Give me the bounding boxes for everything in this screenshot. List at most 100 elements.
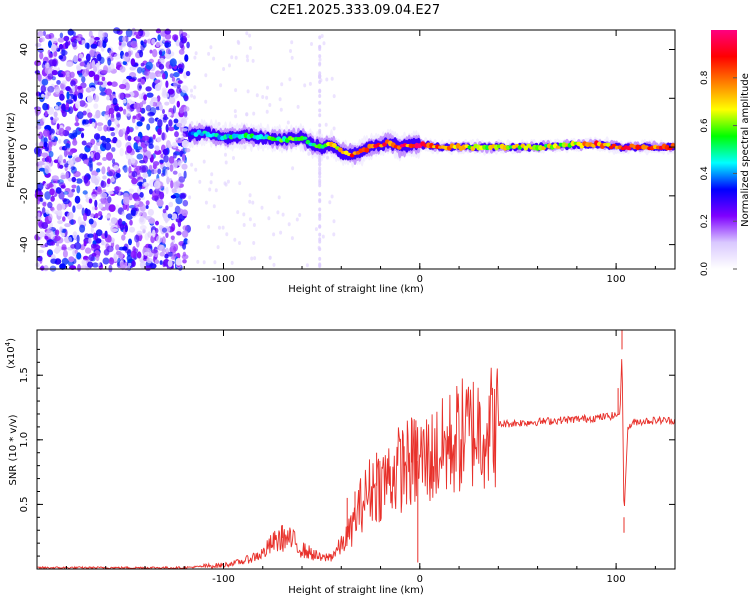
spectrogram-noise-blob	[130, 250, 137, 259]
spectrogram-noise-blob	[182, 131, 189, 138]
spectrogram-noise-blob	[139, 165, 147, 173]
spectrogram-noise-blob	[204, 99, 208, 104]
spectrogram-noise-blob	[108, 204, 116, 213]
spectrogram-noise-blob	[136, 230, 143, 236]
spectrogram-noise-blob	[40, 37, 45, 42]
spectrogram-noise-blob	[142, 135, 150, 141]
spectrogram-noise-blob	[226, 179, 230, 184]
spectrogram-noise-blob	[108, 169, 116, 177]
spectrogram-noise-blob	[59, 93, 65, 101]
spectrogram-noise-blob	[57, 37, 65, 43]
spectrogram-noise-blob	[107, 57, 111, 66]
spectrogram-ridge-cell	[299, 135, 305, 141]
spectrogram-noise-blob	[171, 76, 176, 82]
spectrogram-noise-blob	[100, 135, 106, 141]
spectrogram-noise-blob	[107, 235, 112, 243]
spectrogram-noise-blob	[90, 151, 94, 159]
spectrogram-noise-blob	[123, 93, 131, 98]
spectrogram-noise-blob	[149, 263, 157, 269]
spectrogram-noise-blob	[124, 51, 129, 57]
spectrogram-noise-blob	[163, 154, 169, 163]
spectrogram-ridge-cell	[349, 153, 355, 158]
spectrogram-noise-blob	[130, 157, 136, 164]
spectrogram-noise-blob	[151, 249, 158, 254]
spectrogram-ridge-cell	[605, 142, 611, 147]
spectrogram-noise-blob	[170, 180, 174, 189]
spectrogram-noise-blob	[281, 212, 285, 217]
spectrogram-noise-blob	[183, 170, 187, 179]
spectrogram-noise-blob	[113, 253, 118, 261]
spectrogram-noise-blob	[109, 222, 114, 227]
spectrogram-noise-blob	[87, 112, 93, 118]
colorbar-gradient	[711, 30, 737, 269]
spectrogram-noise-blob	[137, 251, 142, 259]
spectrogram-noise-blob	[126, 75, 133, 80]
spectrogram-noise-blob	[166, 48, 171, 55]
spectrogram-noise-blob	[151, 97, 158, 102]
spectrogram-noise-blob	[41, 207, 46, 215]
spectrogram-noise-blob	[63, 159, 67, 164]
spectrogram-noise-blob	[44, 66, 52, 75]
spectrogram-noise-blob	[287, 222, 291, 227]
spectrogram-noise-blob	[48, 151, 54, 158]
spectrogram-noise-blob	[64, 223, 71, 228]
spectrogram-noise-blob	[176, 100, 180, 108]
spectrogram-noise-blob	[318, 54, 322, 59]
spectrogram-noise-blob	[48, 53, 54, 59]
spectrogram-noise-blob	[61, 257, 69, 265]
spectrogram-noise-blob	[286, 120, 290, 125]
spectrogram-noise-blob	[119, 147, 124, 157]
spectrogram-noise-blob	[65, 171, 69, 180]
spectrogram-noise-blob	[112, 97, 118, 106]
spectrogram-noise-blob	[102, 157, 108, 161]
spectrogram-noise-blob	[168, 119, 173, 127]
spectrogram-noise-blob	[163, 114, 168, 118]
spectrogram-noise-blob	[70, 244, 77, 249]
spectrogram-noise-blob	[154, 227, 159, 234]
spectrogram-noise-blob	[78, 127, 85, 132]
spectrogram-noise-blob	[325, 77, 329, 82]
spectrogram-noise-blob	[115, 250, 122, 256]
spectrogram-noise-blob	[124, 224, 128, 233]
spectrogram-noise-blob	[61, 244, 67, 250]
spectrogram-noise-blob	[318, 35, 322, 40]
spectrogram-noise-blob	[171, 188, 177, 194]
spectrogram-noise-blob	[41, 78, 49, 86]
spectrogram-noise-blob	[155, 187, 160, 196]
spectrogram-noise-blob	[87, 233, 95, 238]
spectrogram-noise-blob	[184, 95, 189, 101]
spectrogram-noise-blob	[136, 67, 143, 74]
spectrogram-noise-blob	[181, 163, 188, 170]
spectrogram-noise-blob	[80, 40, 87, 45]
spectrogram-noise-blob	[318, 214, 322, 219]
spectrogram-noise-blob	[209, 45, 213, 50]
spectrogram-noise-blob	[63, 35, 70, 42]
spectrogram-noise-blob	[47, 201, 53, 209]
snr-frame	[36, 329, 676, 570]
spectrogram-noise-blob	[290, 236, 294, 241]
spectrogram-noise-blob	[148, 217, 156, 225]
spectrogram-noise-blob	[50, 133, 55, 141]
spectrogram-noise-blob	[332, 219, 336, 224]
spectrogram-noise-blob	[177, 68, 184, 73]
spectrogram-noise-blob	[78, 53, 84, 59]
spectrogram-noise-blob	[238, 181, 242, 186]
spectrogram-noise-blob	[318, 171, 322, 176]
spectrogram-noise-blob	[332, 94, 336, 99]
spectrogram-noise-blob	[154, 79, 158, 84]
spectrogram-noise-blob	[127, 258, 133, 264]
spectrogram-noise-blob	[290, 55, 294, 60]
spectrogram-noise-blob	[88, 218, 94, 225]
spectrogram-noise-blob	[91, 194, 97, 199]
spectrogram-noise-blob	[64, 163, 69, 168]
spectrogram-ridge-cell	[302, 136, 308, 140]
spectrogram-noise-blob	[157, 119, 163, 128]
spectrogram-noise-blob	[168, 126, 175, 132]
spectrogram-noise-blob	[40, 265, 45, 271]
spectrogram-noise-blob	[154, 83, 162, 92]
spectrogram-noise-blob	[136, 121, 143, 127]
spectrogram-noise-blob	[106, 245, 114, 253]
spectrogram-noise-blob	[58, 55, 64, 60]
spectrogram-noise-blob	[128, 188, 134, 193]
spectrogram-noise-blob	[318, 45, 322, 50]
